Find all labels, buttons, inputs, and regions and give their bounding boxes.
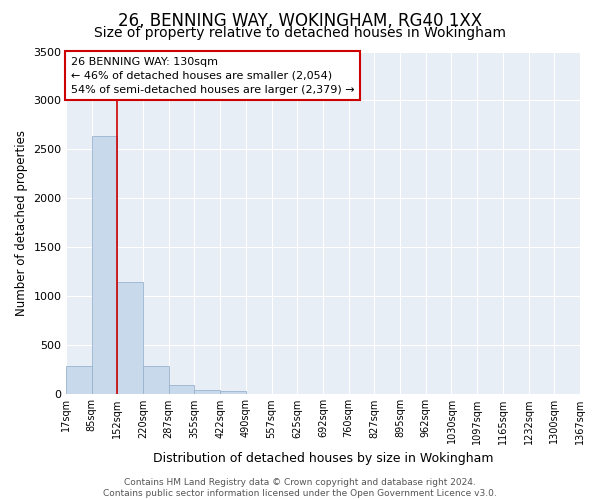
Text: 26 BENNING WAY: 130sqm
← 46% of detached houses are smaller (2,054)
54% of semi-: 26 BENNING WAY: 130sqm ← 46% of detached… [71, 56, 355, 94]
Bar [194, 390, 220, 394]
X-axis label: Distribution of detached houses by size in Wokingham: Distribution of detached houses by size … [152, 452, 493, 465]
Text: 26, BENNING WAY, WOKINGHAM, RG40 1XX: 26, BENNING WAY, WOKINGHAM, RG40 1XX [118, 12, 482, 30]
Bar [66, 366, 92, 394]
Bar [169, 385, 194, 394]
Bar [143, 366, 169, 394]
Y-axis label: Number of detached properties: Number of detached properties [15, 130, 28, 316]
Bar [92, 136, 117, 394]
Bar [220, 392, 246, 394]
Text: Size of property relative to detached houses in Wokingham: Size of property relative to detached ho… [94, 26, 506, 40]
Text: Contains HM Land Registry data © Crown copyright and database right 2024.
Contai: Contains HM Land Registry data © Crown c… [103, 478, 497, 498]
Bar [117, 282, 143, 394]
